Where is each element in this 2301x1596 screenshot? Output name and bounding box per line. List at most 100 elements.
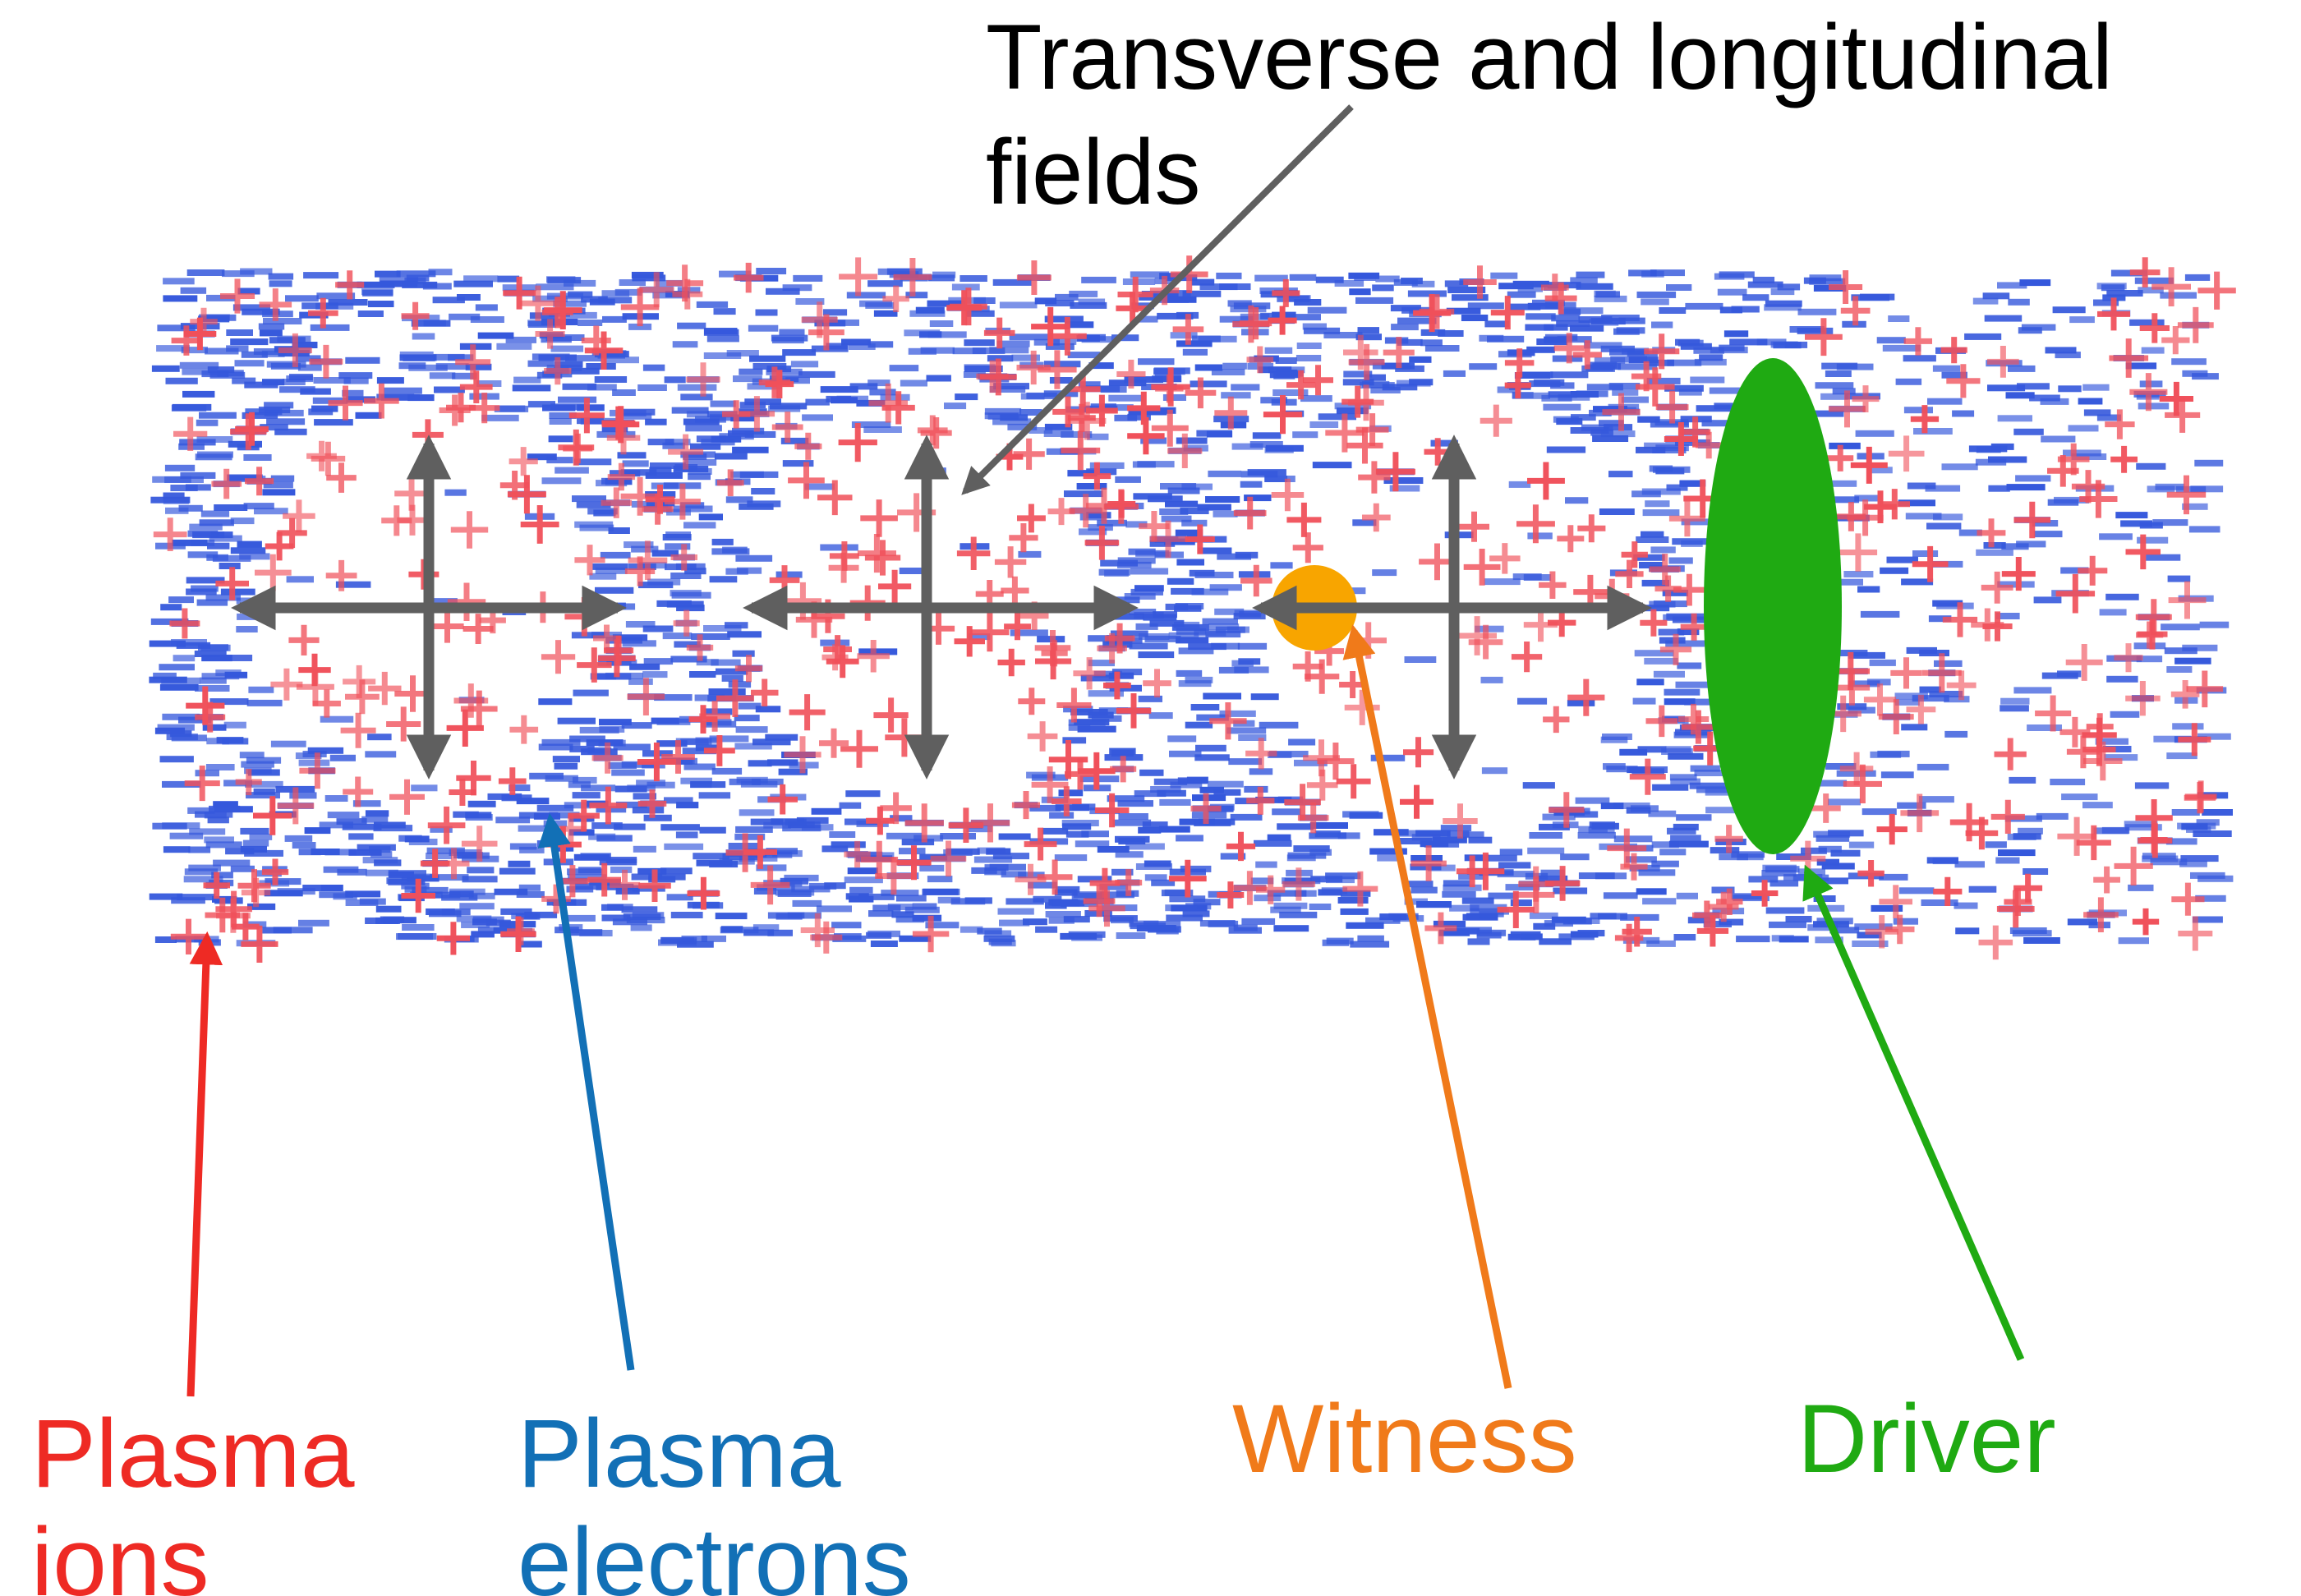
electron-marker: [1600, 345, 1635, 352]
electron-marker: [1866, 678, 1891, 686]
electron-marker: [811, 807, 842, 815]
electron-marker: [768, 405, 801, 412]
ion-marker: [2151, 267, 2191, 306]
electron-marker: [1809, 278, 1846, 285]
ion-marker: [819, 728, 849, 758]
electron-marker: [1159, 798, 1191, 806]
electron-marker: [726, 350, 759, 356]
electron-marker: [576, 501, 611, 508]
electron-marker: [1618, 317, 1645, 324]
electron-marker: [1765, 907, 1805, 914]
electron-marker: [642, 671, 668, 678]
electron-marker: [592, 563, 628, 570]
electron-marker: [1834, 578, 1863, 586]
electron-marker: [1498, 862, 1531, 869]
electron-marker: [568, 781, 591, 789]
electron-marker: [298, 759, 330, 766]
electron-marker: [1382, 384, 1418, 391]
electron-marker: [220, 655, 253, 661]
electron-marker: [213, 859, 251, 867]
ion-marker: [917, 415, 948, 446]
electron-marker: [430, 874, 469, 881]
electron-marker: [336, 818, 367, 826]
electron-marker: [195, 685, 230, 692]
electron-marker: [1227, 300, 1252, 307]
electron-marker: [973, 856, 1013, 863]
ion-marker: [1865, 915, 1898, 949]
ion-marker: [1567, 678, 1605, 716]
electron-marker: [2019, 279, 2051, 287]
electron-marker: [1205, 496, 1240, 503]
ion-marker: [638, 869, 671, 902]
electron-marker: [943, 849, 973, 856]
electron-marker: [1650, 546, 1676, 554]
electron-marker: [1590, 429, 1613, 436]
witness-pointer-arrow: [1342, 624, 1512, 1389]
electron-marker: [467, 800, 496, 807]
electron-marker: [253, 348, 287, 355]
electron-marker: [536, 804, 574, 812]
ion-marker: [1631, 361, 1662, 392]
electron-marker: [1913, 428, 1953, 435]
electron-marker: [1326, 937, 1354, 945]
ion-marker: [1615, 559, 1644, 588]
electron-marker: [273, 927, 313, 934]
electron-marker: [569, 745, 595, 752]
ion-marker: [1829, 270, 1863, 304]
electron-marker: [164, 476, 204, 483]
ion-marker: [1664, 422, 1698, 456]
electron-marker: [1354, 274, 1376, 281]
electron-marker: [1111, 868, 1134, 876]
electron-marker: [1125, 521, 1148, 528]
electron-marker: [2166, 666, 2193, 673]
electron-marker: [553, 300, 587, 307]
electron-marker: [1641, 298, 1669, 306]
electron-marker: [511, 913, 538, 920]
electron-marker: [1267, 890, 1307, 897]
electron-marker: [320, 885, 343, 891]
electron-marker: [260, 424, 288, 431]
electron-marker: [1665, 746, 1691, 753]
electron-marker: [369, 846, 391, 853]
electron-marker: [1063, 916, 1090, 923]
electron-marker: [195, 770, 219, 777]
ion-marker: [581, 325, 611, 356]
ion-marker: [2078, 555, 2108, 586]
electron-marker: [648, 876, 676, 883]
electron-marker: [753, 888, 777, 895]
electron-marker: [1626, 807, 1651, 814]
electron-marker: [2105, 593, 2139, 600]
electron-marker: [240, 827, 269, 835]
ion-marker: [1143, 669, 1171, 698]
electron-marker: [1166, 914, 1203, 922]
electron-marker: [546, 276, 576, 283]
electron-marker: [1608, 471, 1633, 478]
ion-marker: [1838, 533, 1878, 572]
electron-marker: [680, 393, 713, 401]
electron-marker: [1134, 585, 1164, 592]
electron-marker: [189, 523, 223, 531]
electron-marker: [1295, 890, 1317, 897]
electron-marker: [1589, 409, 1612, 416]
electron-marker: [607, 904, 633, 911]
ion-marker: [2168, 581, 2207, 619]
electron-marker: [1438, 330, 1464, 337]
electron-marker: [301, 302, 338, 310]
electron-marker: [683, 763, 716, 770]
electron-marker: [428, 269, 453, 276]
electron-marker: [1277, 823, 1314, 830]
electron-marker: [538, 743, 573, 751]
ion-marker: [1067, 403, 1096, 432]
ion-marker: [2178, 723, 2211, 757]
annotation-pointer-arrow: [961, 104, 1354, 495]
electron-marker: [1533, 922, 1556, 930]
electron-marker: [2175, 485, 2207, 493]
ion-marker: [1403, 737, 1434, 768]
electron-marker: [549, 418, 572, 425]
ion-marker: [765, 370, 794, 398]
electron-marker: [2184, 274, 2211, 281]
electron-marker: [246, 757, 282, 764]
ion-marker: [328, 385, 363, 421]
electron-marker: [1213, 510, 1238, 517]
electron-marker: [1829, 442, 1861, 449]
